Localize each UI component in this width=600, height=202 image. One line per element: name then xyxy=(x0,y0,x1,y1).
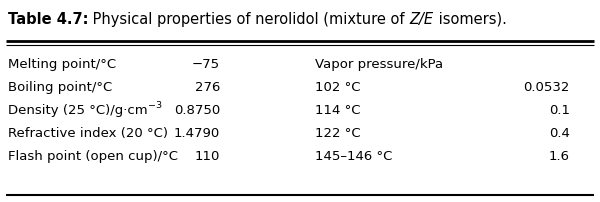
Text: Density (25 °C)/g·cm: Density (25 °C)/g·cm xyxy=(8,104,148,117)
Text: 1.4790: 1.4790 xyxy=(174,127,220,140)
Text: Table 4.7:: Table 4.7: xyxy=(8,12,89,27)
Text: Z/E: Z/E xyxy=(410,12,434,27)
Text: Boiling point/°C: Boiling point/°C xyxy=(8,81,112,94)
Text: 1.6: 1.6 xyxy=(549,150,570,163)
Text: Refractive index (20 °C): Refractive index (20 °C) xyxy=(8,127,168,140)
Text: 0.8750: 0.8750 xyxy=(174,104,220,117)
Text: Vapor pressure/kPa: Vapor pressure/kPa xyxy=(315,58,443,71)
Text: 110: 110 xyxy=(194,150,220,163)
Text: 0.4: 0.4 xyxy=(549,127,570,140)
Text: Melting point/°C: Melting point/°C xyxy=(8,58,116,71)
Text: isomers).: isomers). xyxy=(434,12,506,27)
Text: 122 °C: 122 °C xyxy=(315,127,361,140)
Text: Physical properties of nerolidol (mixture of: Physical properties of nerolidol (mixtur… xyxy=(89,12,410,27)
Text: 145–146 °C: 145–146 °C xyxy=(315,150,392,163)
Text: −75: −75 xyxy=(192,58,220,71)
Text: 0.1: 0.1 xyxy=(549,104,570,117)
Text: 102 °C: 102 °C xyxy=(315,81,361,94)
Text: 0.0532: 0.0532 xyxy=(524,81,570,94)
Text: −3: −3 xyxy=(148,101,162,110)
Text: 114 °C: 114 °C xyxy=(315,104,361,117)
Text: 276: 276 xyxy=(194,81,220,94)
Text: Flash point (open cup)/°C: Flash point (open cup)/°C xyxy=(8,150,178,163)
